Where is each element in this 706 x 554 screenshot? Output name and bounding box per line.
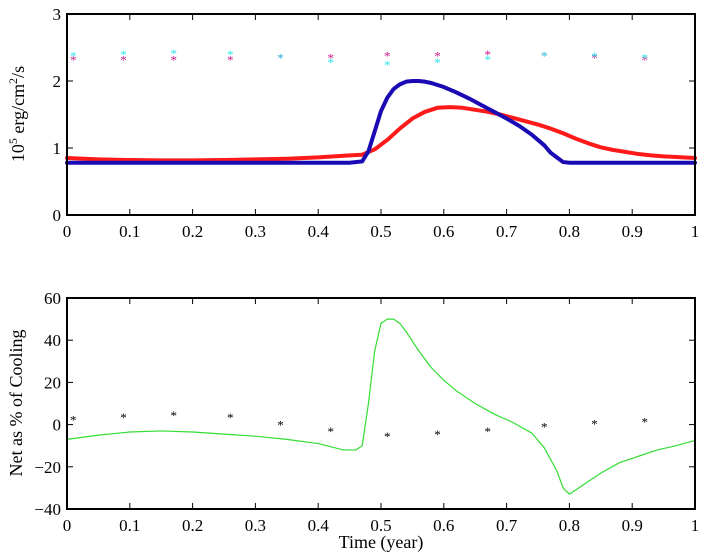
bottom-chart-y-axis-label: Net as % of Cooling <box>6 330 26 477</box>
top-chart-y-axis: 0 1 2 3 <box>53 5 695 225</box>
top-series-3-point: * <box>384 57 391 72</box>
bot-series-1-point: * <box>227 410 234 425</box>
top-series-2-point: * <box>434 49 441 64</box>
top-x-tick-label: 0.3 <box>245 222 266 241</box>
bot-y-tick-label: 60 <box>44 289 61 308</box>
ylabel-exponent: 5 <box>6 138 20 144</box>
top-x-tick-label: 0.6 <box>433 222 454 241</box>
top-series-3-point: * <box>171 46 178 61</box>
bot-x-tick-label: 0.1 <box>119 516 140 535</box>
bottom-chart-frame <box>66 297 696 510</box>
bot-y-tick-label: 0 <box>53 416 62 435</box>
bot-series-1-point: * <box>277 418 284 433</box>
top-series-3-point: * <box>485 52 492 67</box>
bot-x-tick-label: 0.6 <box>433 516 454 535</box>
bot-series-1-point: * <box>485 424 492 439</box>
top-series-3-point: * <box>70 49 77 64</box>
ylabel-unit: erg/cm <box>8 84 28 138</box>
bot-series-1-point: * <box>541 420 548 435</box>
ylabel-unit-exponent: 2 <box>6 78 20 84</box>
bottom-chart-y-axis: −40 −20 0 20 40 60 <box>34 289 695 519</box>
top-series-2-point: * <box>277 51 284 66</box>
bot-x-tick-label: 0 <box>63 516 72 535</box>
ylabel-unit-tail: /s <box>8 66 28 78</box>
top-chart-frame <box>66 13 696 216</box>
top-y-tick-label: 0 <box>53 206 62 225</box>
bot-series-1-point: * <box>171 408 178 423</box>
top-series-line-0 <box>65 105 697 163</box>
bot-series-1-point: * <box>642 414 649 429</box>
top-x-tick-label: 0.7 <box>496 222 518 241</box>
bot-y-tick-label: −40 <box>34 500 61 519</box>
bottom-chart-x-axis: 0 0.1 0.2 0.3 0.4 0.5 0.6 0.7 0.8 0.9 1 <box>63 298 700 535</box>
top-x-tick-label: 0.9 <box>622 222 643 241</box>
top-series-3-point: * <box>227 47 234 62</box>
top-series-3-point: * <box>328 55 335 70</box>
bottom-chart-series-layer: * * * * * * * * * * * * <box>66 318 696 495</box>
top-series-3-point: * <box>120 47 127 62</box>
bottom-chart-x-axis-label: Time (year) <box>339 532 424 553</box>
top-series-2-point: * <box>120 53 127 68</box>
top-x-tick-label: 0.2 <box>182 222 203 241</box>
top-series-line-1 <box>65 79 697 165</box>
top-chart-x-axis: 0 0.1 0.2 0.3 0.4 0.5 0.6 0.7 0.8 0.9 1 <box>63 14 700 241</box>
top-series-3-point: * <box>541 49 548 64</box>
top-series-2-point: * <box>642 53 649 68</box>
top-y-tick-label: 3 <box>53 5 62 24</box>
bot-x-tick-label: 0.2 <box>182 516 203 535</box>
bot-x-tick-label: 0.9 <box>622 516 643 535</box>
bot-x-tick-label: 0.8 <box>559 516 580 535</box>
top-series-2-point: * <box>227 53 234 68</box>
bot-series-1-point: * <box>434 427 441 442</box>
bot-y-tick-label: 20 <box>44 373 61 392</box>
bot-x-tick-label: 0.3 <box>245 516 266 535</box>
top-series-2-point: * <box>485 47 492 62</box>
bot-series-1-point: * <box>120 410 127 425</box>
ylabel-base: 10 <box>8 144 28 162</box>
top-series-2-point: * <box>70 53 77 68</box>
top-series-2-point: * <box>328 51 335 66</box>
bot-x-tick-label: 1 <box>691 516 700 535</box>
top-x-tick-label: 0 <box>63 222 72 241</box>
top-series-3-point: * <box>277 51 284 66</box>
top-y-tick-label: 1 <box>53 139 62 158</box>
top-series-3-point: * <box>434 55 441 70</box>
top-chart-y-axis-label: 105 erg/cm2/s <box>6 66 28 162</box>
top-x-tick-label: 0.8 <box>559 222 580 241</box>
top-x-tick-label: 0.5 <box>370 222 391 241</box>
bottom-chart-panel: * * * * * * * * * * * * 0 0.1 0.2 0.3 0.4 0.5 0.6 0.7 0.8 0.… <box>6 289 699 553</box>
bot-x-tick-label: 0.5 <box>370 516 391 535</box>
top-x-tick-label: 1 <box>691 222 700 241</box>
top-y-tick-label: 2 <box>53 72 62 91</box>
bot-x-tick-label: 0.7 <box>496 516 518 535</box>
top-x-tick-label: 0.4 <box>308 222 330 241</box>
bot-y-tick-label: 40 <box>44 331 61 350</box>
bot-series-1-point: * <box>328 424 335 439</box>
top-series-3-point: * <box>642 51 649 66</box>
top-series-2-point: * <box>591 51 598 66</box>
bot-y-tick-label: −20 <box>34 458 61 477</box>
top-series-2-point: * <box>384 49 391 64</box>
bot-series-1-point: * <box>384 429 391 444</box>
bot-series-1-point: * <box>70 412 77 427</box>
top-series-2-point: * <box>541 49 548 64</box>
top-chart-series-layer: * * * * * * * * * * * ** * * * * * * * * * * * <box>65 46 697 165</box>
top-chart-panel: * * * * * * * * * * * ** * * * * * * * * * * * 0 0.1 0.2 0.3 0.4 0.… <box>6 5 699 241</box>
top-series-3-point: * <box>591 49 598 64</box>
bot-x-tick-label: 0.4 <box>308 516 330 535</box>
top-series-2-point: * <box>171 53 178 68</box>
top-x-tick-label: 0.1 <box>119 222 140 241</box>
bot-series-1-point: * <box>591 417 598 432</box>
bot-series-line-0 <box>66 318 696 495</box>
